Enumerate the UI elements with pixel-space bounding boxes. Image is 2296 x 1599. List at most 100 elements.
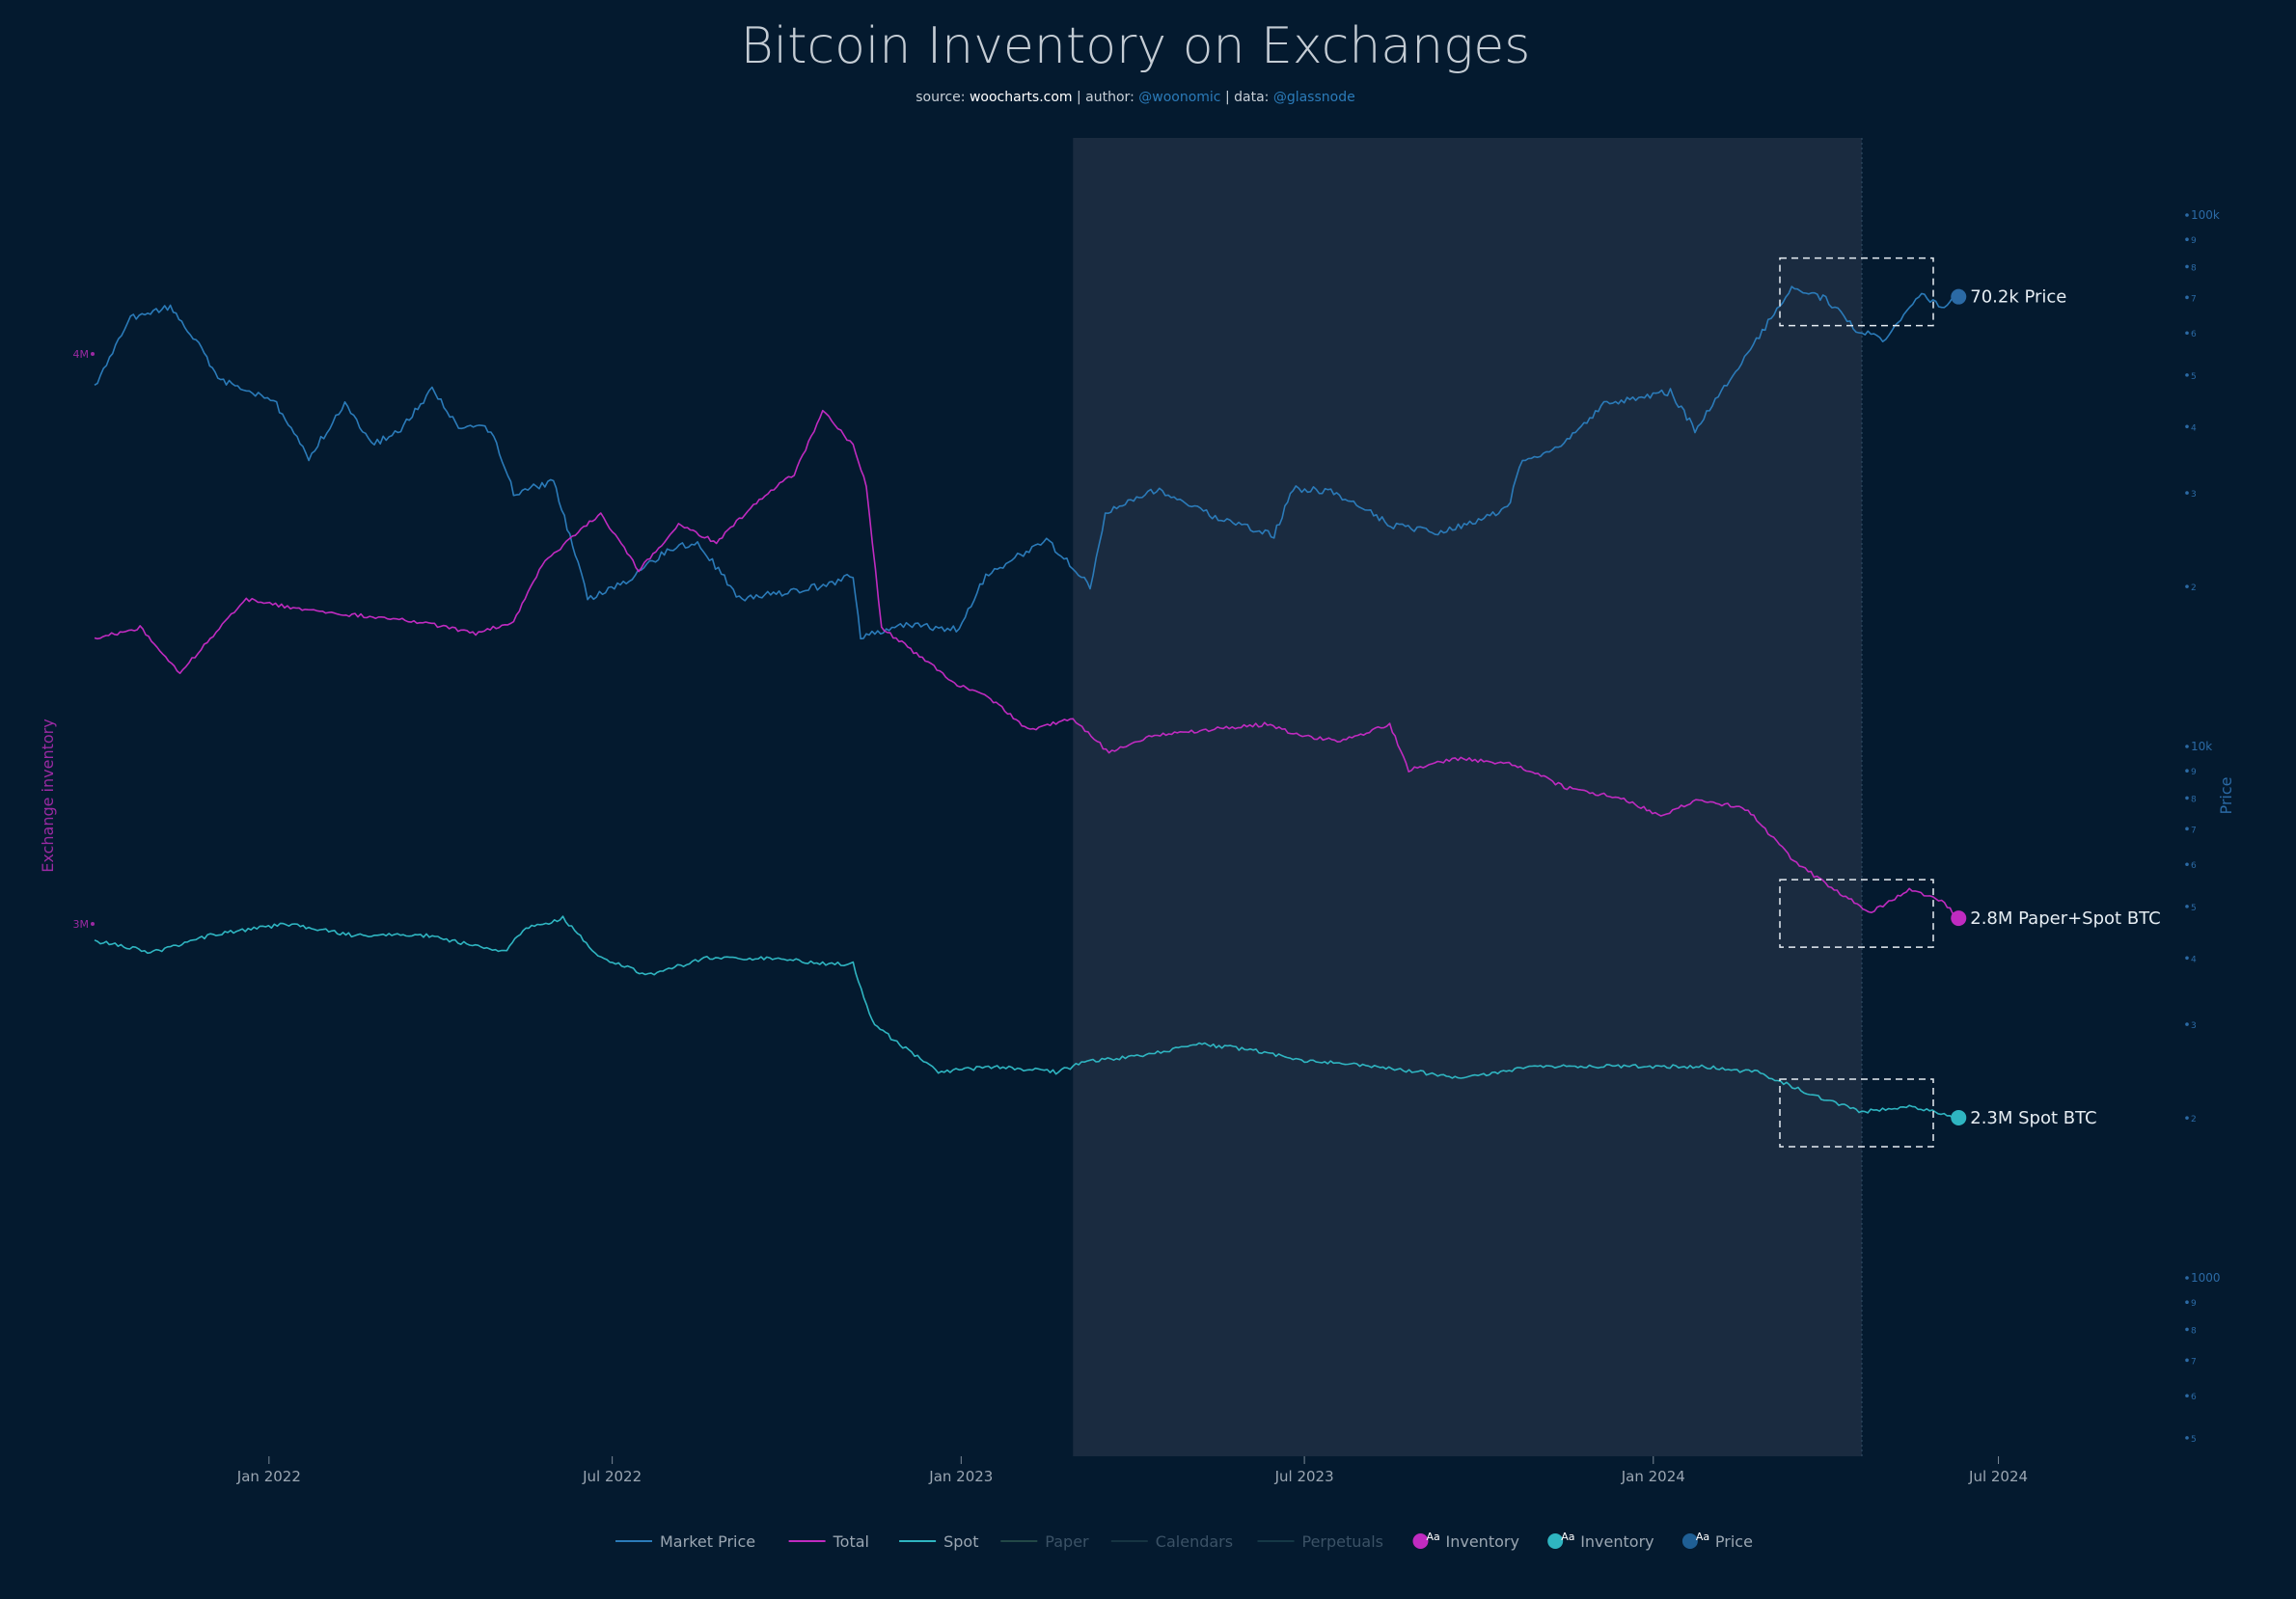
y-right-tick-label: 5 <box>2191 904 2197 913</box>
y-right-tick-label: 5 <box>2191 1435 2197 1445</box>
y-right-tick-mark <box>2185 796 2189 800</box>
source-link[interactable]: woocharts.com <box>970 90 1073 105</box>
annotation-dot-total <box>1951 910 1967 927</box>
y-right-tick-label: 2 <box>2191 1115 2197 1125</box>
annotation-label-total: 2.8M Paper+Spot BTC <box>1970 908 2160 929</box>
legend-swatch-dot <box>1681 1533 1698 1549</box>
y-left-tick-label: 4M <box>73 348 90 361</box>
legend-swatch-dot <box>1547 1533 1564 1549</box>
chart-subtitle: source: woocharts.com | author: @woonomi… <box>916 90 1354 105</box>
y-right-tick-mark <box>2185 1300 2189 1305</box>
y-right-tick-label: 9 <box>2191 1299 2197 1309</box>
y-right-tick-mark <box>2185 956 2189 961</box>
legend-label: Paper <box>1045 1532 1089 1551</box>
y-right-tick-mark <box>2185 905 2189 908</box>
y-right-tick-label: 9 <box>2191 768 2197 777</box>
legend-swatch-dot <box>1412 1533 1429 1549</box>
annotation-dot-price <box>1951 288 1967 305</box>
legend-item[interactable]: Aa Inventory <box>1412 1531 1519 1551</box>
legend-label: Inventory <box>1446 1532 1519 1551</box>
legend-item[interactable]: Calendars <box>1110 1532 1233 1551</box>
y-right-tick-mark <box>2185 373 2189 377</box>
annotation-box-total <box>1779 879 1934 948</box>
series-layer <box>94 138 1959 1456</box>
x-tick-label: Jul 2024 <box>1968 1468 2028 1485</box>
y-right-tick-label: 6 <box>2191 861 2197 871</box>
x-tick-label: Jan 2023 <box>928 1468 993 1485</box>
y-right-tick-mark <box>2185 424 2189 429</box>
legend-label: Perpetuals <box>1302 1532 1384 1551</box>
y-right-tick-label: 7 <box>2191 294 2197 304</box>
annotation-label-price: 70.2k Price <box>1970 287 2066 308</box>
y-right-tick-mark <box>2185 237 2189 242</box>
y-right-tick-label: 9 <box>2191 236 2197 246</box>
chart-title: Bitcoin Inventory on Exchanges <box>741 17 1531 75</box>
y-right-tick-mark <box>2185 769 2189 773</box>
y-right-tick-label: 3 <box>2191 490 2197 500</box>
y-right-tick-mark <box>2185 1022 2189 1026</box>
y-right-tick-label: 3 <box>2191 1021 2197 1031</box>
y-right-tick-mark <box>2185 1358 2189 1363</box>
legend-label: Spot <box>943 1532 978 1551</box>
y-right-tick-mark <box>2185 1327 2189 1332</box>
y-right-tick-mark <box>2185 1394 2189 1398</box>
y-right-tick-label: 8 <box>2191 795 2197 804</box>
y-right-tick-label: 4 <box>2191 423 2197 433</box>
legend-item[interactable]: Aa Price <box>1681 1531 1753 1551</box>
x-axis: Jan 2022 Jul 2022 Jan 2023 Jul 2023 Jan 2024… <box>236 1456 2028 1485</box>
data-link[interactable]: @glassnode <box>1273 90 1355 105</box>
annotation-box-spot <box>1779 1078 1934 1148</box>
series-line-total <box>94 409 1959 919</box>
legend-label: Market Price <box>660 1532 755 1551</box>
legend-aa-glyph: Aa <box>1427 1531 1440 1543</box>
legend-label: Total <box>833 1532 869 1551</box>
highlight-band <box>1073 138 1863 1456</box>
author-link[interactable]: @woonomic <box>1138 90 1220 105</box>
legend-aa-glyph: Aa <box>1696 1531 1709 1543</box>
y-axis-left-label: Exchange inventory <box>39 718 57 872</box>
y-right-tick-mark <box>2185 584 2189 588</box>
legend-label: Price <box>1715 1532 1753 1551</box>
legend-item[interactable]: Paper <box>1000 1532 1089 1551</box>
legend-item[interactable]: Perpetuals <box>1257 1532 1384 1551</box>
series-line-spot <box>94 915 1959 1120</box>
y-right-tick-label: 5 <box>2191 372 2197 382</box>
y-right-tick-mark <box>2185 745 2189 748</box>
y-left-tick-mark <box>91 922 95 926</box>
y-right-tick-mark <box>2185 491 2189 495</box>
y-right-tick-mark <box>2185 264 2189 269</box>
y-right-tick-label: 8 <box>2191 1326 2197 1336</box>
y-right-tick-label: 4 <box>2191 955 2197 964</box>
y-right-tick-mark <box>2185 331 2189 336</box>
y-right-tick-label: 7 <box>2191 1357 2197 1367</box>
legend-item[interactable]: Total <box>788 1532 869 1551</box>
legend: Market Price Total Spot Paper Calendars Perpe… <box>615 1531 1753 1551</box>
x-tick-label: Jul 2022 <box>582 1468 642 1485</box>
legend-label: Calendars <box>1156 1532 1233 1551</box>
y-right-tick-mark <box>2185 1116 2189 1120</box>
x-tick-label: Jul 2023 <box>1274 1468 1334 1485</box>
annotation-dot-spot <box>1951 1109 1967 1125</box>
y-right-tick-label: 7 <box>2191 826 2197 835</box>
legend-item[interactable]: Aa Inventory <box>1547 1531 1654 1551</box>
y-right-tick-label: 1000 <box>2191 1271 2221 1285</box>
y-left-tick-mark <box>91 352 95 356</box>
y-right-tick-label: 6 <box>2191 1393 2197 1402</box>
x-tick-label: Jan 2022 <box>236 1468 301 1485</box>
legend-item[interactable]: Market Price <box>615 1532 755 1551</box>
y-right-tick-label: 100k <box>2191 208 2220 222</box>
x-tick-label: Jan 2024 <box>1621 1468 1685 1485</box>
y-axis-right: 100k 9 8 7 6 5 4 3 2 10k 9 8 7 6 5 4 3 2 1000 9 8 7 6 5 <box>2185 208 2221 1445</box>
y-right-tick-mark <box>2185 1276 2189 1280</box>
series-line-price <box>94 285 1959 640</box>
y-axis-right-label: Price <box>2217 776 2235 814</box>
y-right-tick-mark <box>2185 213 2189 217</box>
legend-label: Inventory <box>1580 1532 1654 1551</box>
y-right-tick-label: 8 <box>2191 263 2197 273</box>
y-right-tick-mark <box>2185 862 2189 867</box>
y-axis-left: 4M 3M <box>73 348 95 931</box>
legend-item[interactable]: Spot <box>899 1532 978 1551</box>
y-right-tick-label: 6 <box>2191 330 2197 339</box>
y-right-tick-mark <box>2185 827 2189 831</box>
